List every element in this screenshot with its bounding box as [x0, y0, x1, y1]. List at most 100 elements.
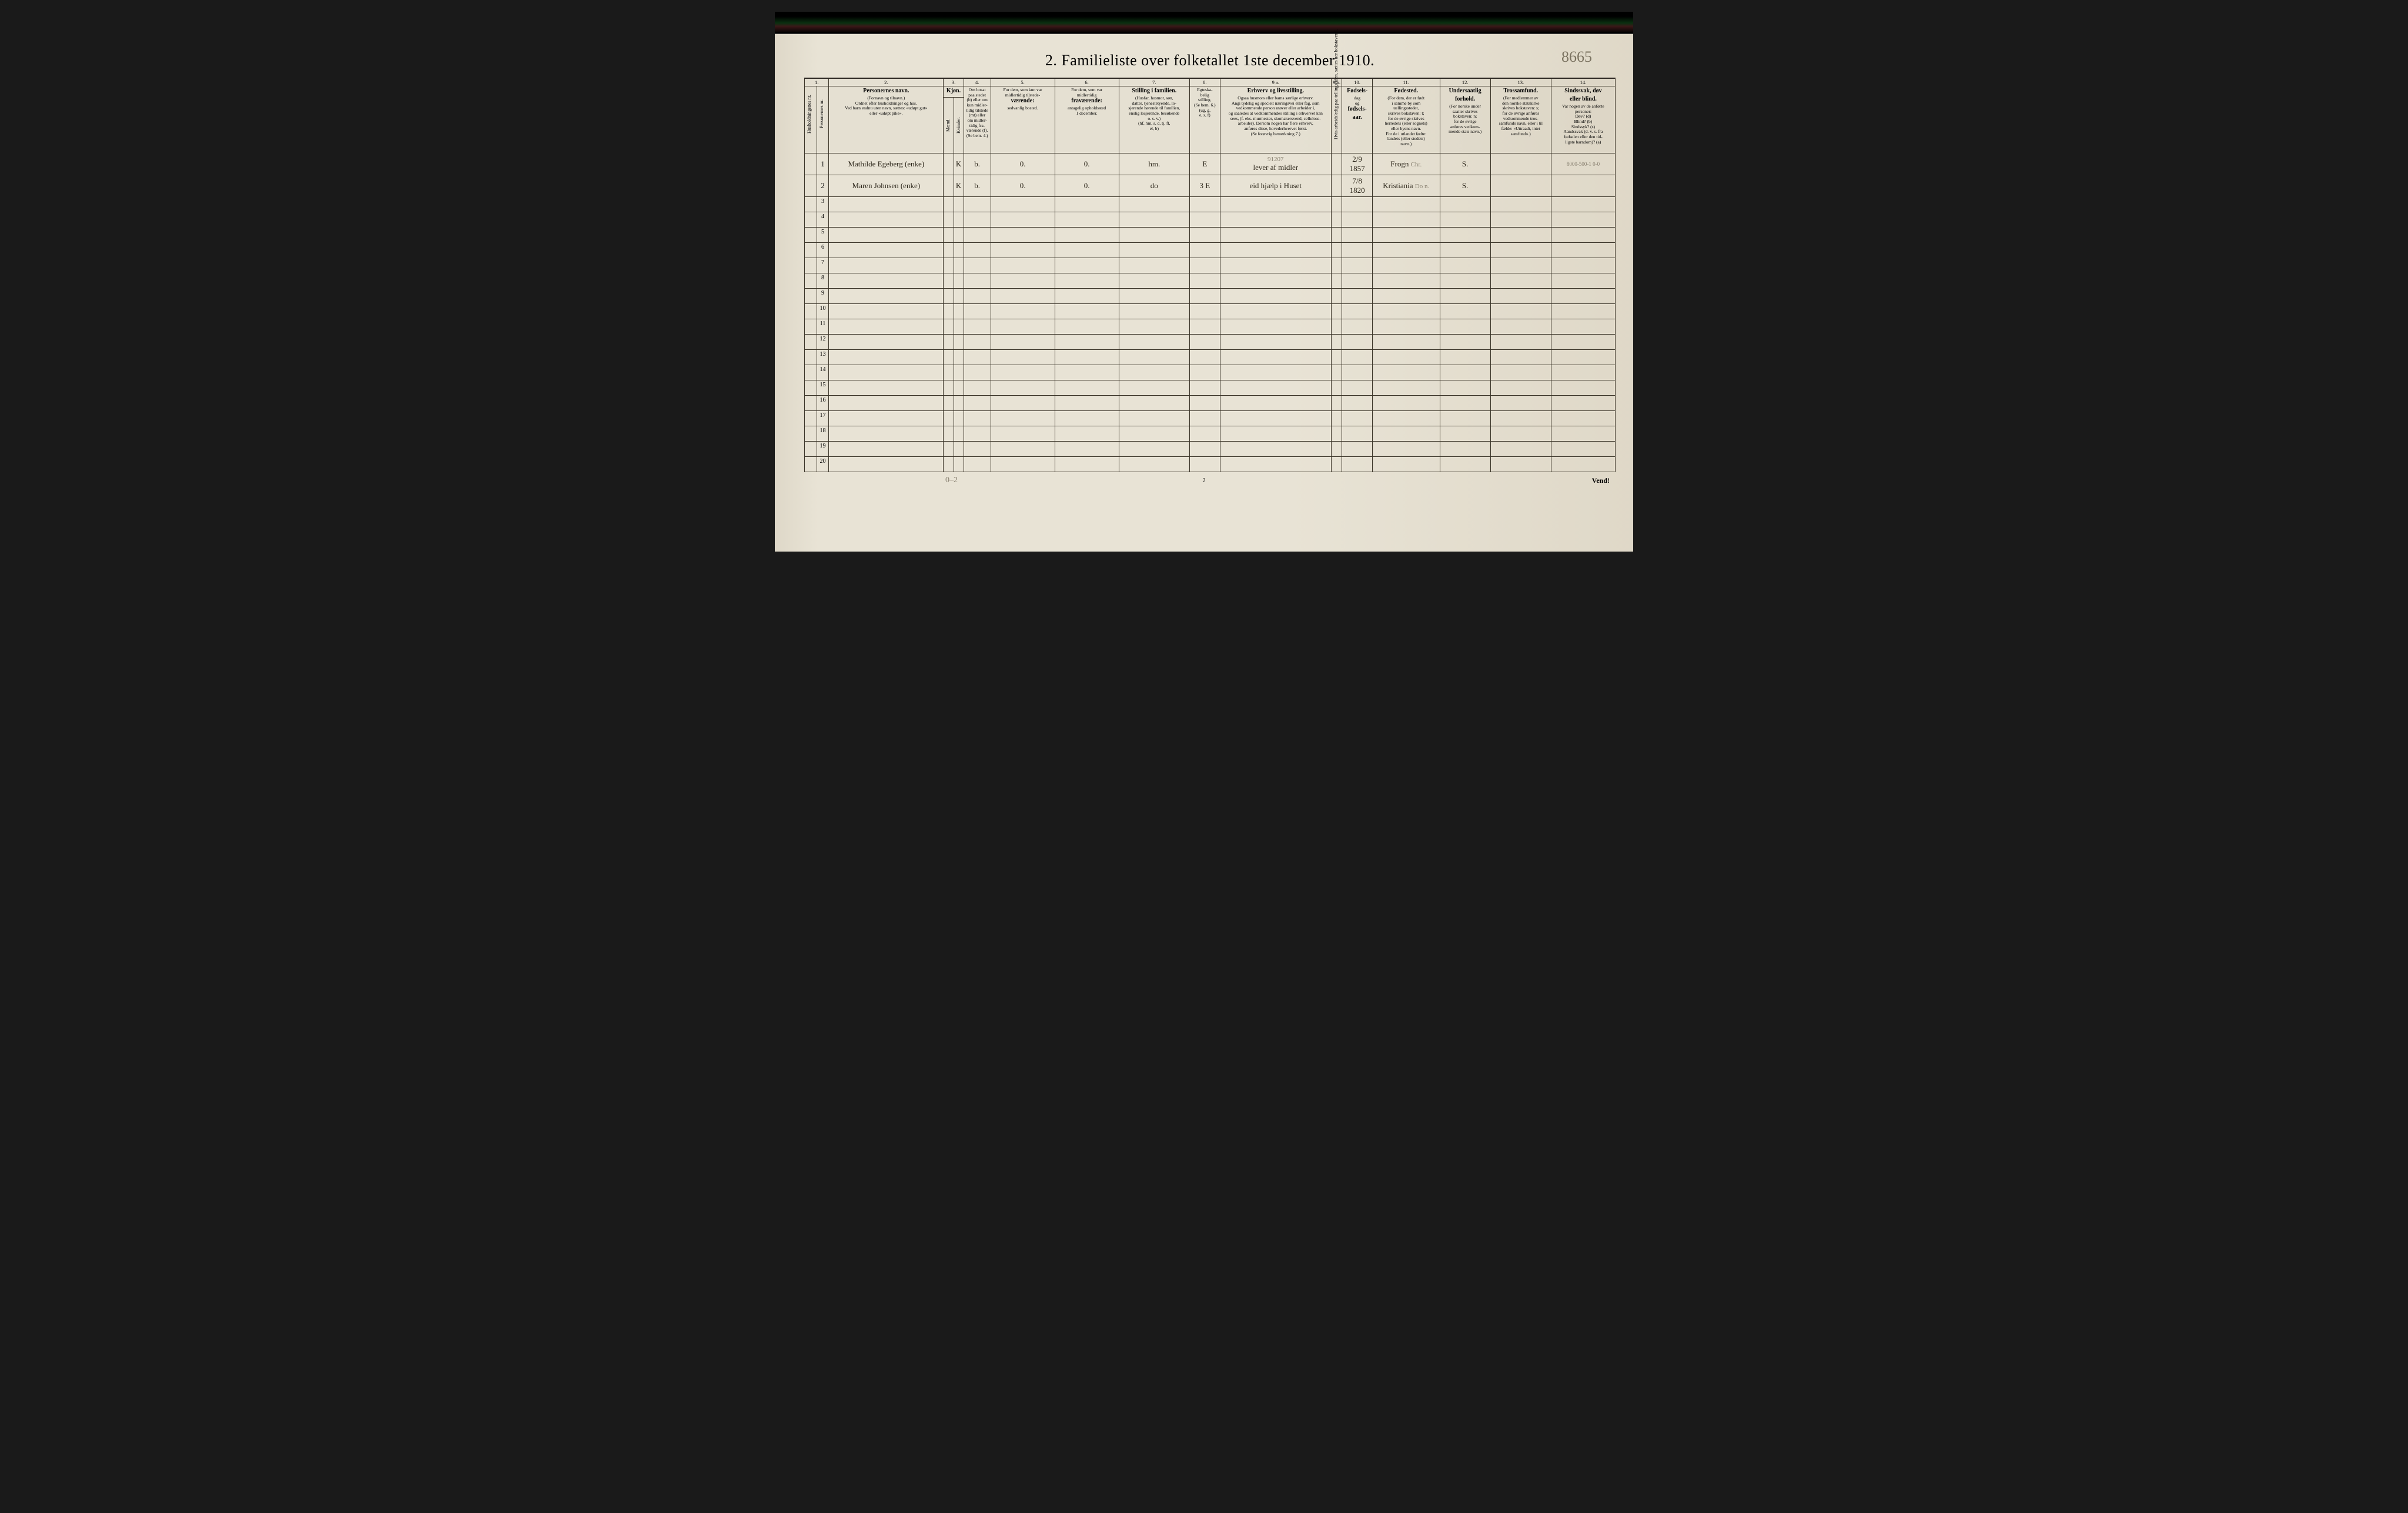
- cell-empty: [991, 396, 1055, 411]
- cell-empty: [1119, 319, 1189, 335]
- hdr-col7: Stilling i familien. (Husfar, husmor, sø…: [1119, 86, 1189, 153]
- cell-empty: [964, 335, 991, 350]
- cell-hh: [805, 273, 817, 289]
- cell-empty: [1055, 319, 1119, 335]
- cell-empty: [1342, 426, 1373, 442]
- colnum-4: 4.: [964, 78, 991, 86]
- cell-empty: [1331, 197, 1342, 212]
- cell-hh: [805, 228, 817, 243]
- hdr-col3-m: Mænd.: [944, 98, 954, 153]
- cell-empty: [944, 426, 954, 442]
- cell-empty: [964, 380, 991, 396]
- cell-col14: [1551, 175, 1615, 197]
- cell-empty: [829, 228, 944, 243]
- cell-empty: [1440, 273, 1490, 289]
- cell-empty: [944, 273, 954, 289]
- cell-empty: [1342, 304, 1373, 319]
- cell-empty: [991, 243, 1055, 258]
- cell-pn: 11: [817, 319, 829, 335]
- cell-empty: [944, 380, 954, 396]
- cell-empty: [829, 197, 944, 212]
- cell-empty: [1372, 304, 1440, 319]
- cell-empty: [1331, 258, 1342, 273]
- cell-empty: [829, 319, 944, 335]
- cell-empty: [1220, 442, 1331, 457]
- cell-k: K: [954, 153, 964, 175]
- cell-empty: [1190, 304, 1220, 319]
- page-number-bottom: 2: [1203, 477, 1206, 484]
- cell-empty: [954, 457, 964, 472]
- cell-col13: [1490, 175, 1551, 197]
- cell-empty: [1055, 243, 1119, 258]
- cell-empty: [1119, 304, 1189, 319]
- hdr-col9b: Hvis arbeidsledig paa tellingstiden, sæt…: [1331, 86, 1342, 153]
- cell-empty: [1190, 350, 1220, 365]
- cell-empty: [991, 380, 1055, 396]
- cell-empty: [1119, 243, 1189, 258]
- cell-empty: [1440, 396, 1490, 411]
- hdr-col9a: Erhverv og livsstilling. Ogsaa husmors e…: [1220, 86, 1331, 153]
- cell-empty: [1190, 197, 1220, 212]
- cell-empty: [944, 304, 954, 319]
- cell-empty: [1490, 197, 1551, 212]
- cell-empty: [1342, 457, 1373, 472]
- cell-empty: [1440, 365, 1490, 380]
- cell-empty: [1551, 457, 1615, 472]
- cell-empty: [1190, 380, 1220, 396]
- cell-name: Maren Johnsen (enke): [829, 175, 944, 197]
- cell-empty: [1190, 365, 1220, 380]
- cell-empty: [1331, 396, 1342, 411]
- cell-empty: [1190, 212, 1220, 228]
- cell-col12: S.: [1440, 175, 1490, 197]
- cell-empty: [964, 411, 991, 426]
- cell-empty: [991, 273, 1055, 289]
- cell-empty: [944, 319, 954, 335]
- cell-empty: [991, 258, 1055, 273]
- cell-empty: [964, 365, 991, 380]
- cell-hh: [805, 365, 817, 380]
- cell-empty: [829, 457, 944, 472]
- table-row: 3: [805, 197, 1616, 212]
- cell-empty: [1342, 335, 1373, 350]
- cell-empty: [1372, 380, 1440, 396]
- cell-empty: [829, 380, 944, 396]
- document-paper: 2. Familieliste over folketallet 1ste de…: [775, 34, 1633, 552]
- cell-pn: 4: [817, 212, 829, 228]
- cell-empty: [1190, 457, 1220, 472]
- cell-col12: S.: [1440, 153, 1490, 175]
- cell-empty: [1220, 197, 1331, 212]
- cell-empty: [1372, 365, 1440, 380]
- cell-empty: [954, 396, 964, 411]
- cell-empty: [964, 228, 991, 243]
- cell-empty: [944, 228, 954, 243]
- cell-empty: [1119, 212, 1189, 228]
- colnum-1: 1.: [805, 78, 829, 86]
- cell-empty: [1551, 442, 1615, 457]
- cell-empty: [829, 442, 944, 457]
- cell-empty: [1551, 335, 1615, 350]
- cell-empty: [944, 365, 954, 380]
- hdr-col10: Fødsels- dag og fødsels- aar.: [1342, 86, 1373, 153]
- cell-empty: [1440, 411, 1490, 426]
- hdr-col4: Om bosat paa stedet (b) eller om kun mid…: [964, 86, 991, 153]
- cell-empty: [1220, 365, 1331, 380]
- cell-col9b: [1331, 175, 1342, 197]
- cell-empty: [1490, 289, 1551, 304]
- cell-empty: [1119, 258, 1189, 273]
- cell-empty: [944, 243, 954, 258]
- cell-empty: [1372, 258, 1440, 273]
- cell-empty: [1055, 212, 1119, 228]
- hdr-col1b: Personernes nr.: [817, 86, 829, 153]
- table-header: 1. 2. 3. 4. 5. 6. 7. 8. 9 a. 9 b. 10. 11…: [805, 78, 1616, 153]
- cell-empty: [1055, 380, 1119, 396]
- cell-hh: [805, 380, 817, 396]
- cell-empty: [1440, 380, 1490, 396]
- cell-empty: [944, 197, 954, 212]
- cell-empty: [1372, 335, 1440, 350]
- cell-empty: [954, 212, 964, 228]
- cell-col11: Frogn Chr.: [1372, 153, 1440, 175]
- hdr-col12: Undersaatlig forhold. (For norske under …: [1440, 86, 1490, 153]
- cell-empty: [964, 319, 991, 335]
- cell-empty: [1551, 273, 1615, 289]
- cell-hh: [805, 396, 817, 411]
